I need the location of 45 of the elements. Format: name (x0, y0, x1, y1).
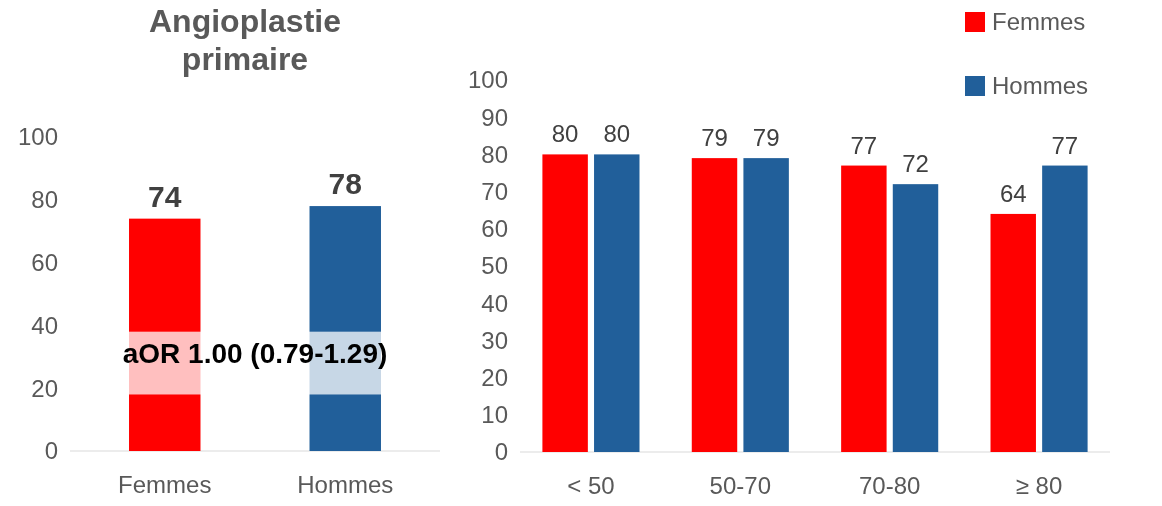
y-tick-label: 20 (481, 364, 508, 391)
y-tick-label: 30 (481, 326, 508, 354)
y-tick-label: 80 (481, 140, 508, 168)
data-label: 80 (603, 120, 631, 148)
data-label: 78 (328, 167, 362, 201)
legend-label: Hommes (992, 72, 1089, 100)
bar (1042, 165, 1088, 452)
y-tick-label: 40 (31, 311, 58, 339)
y-tick-label: 90 (481, 103, 508, 131)
chart-title: Angioplastie primaire (148, 3, 342, 77)
y-tick-label: 0 (44, 437, 58, 465)
y-tick-label: 0 (494, 438, 508, 466)
data-label: 80 (551, 120, 579, 148)
bar (594, 154, 640, 452)
legend-label: Femmes (992, 8, 1086, 36)
bar (841, 165, 887, 452)
y-tick-label: 100 (467, 66, 508, 94)
y-tick-label: 40 (481, 289, 508, 317)
bar (743, 158, 789, 452)
bar (542, 154, 588, 452)
data-label: 64 (999, 179, 1027, 207)
x-tick-label: Hommes (297, 471, 394, 498)
bar (691, 158, 738, 452)
data-label: 77 (1051, 131, 1079, 159)
y-tick-label: 100 (17, 123, 58, 151)
bar (990, 213, 1036, 452)
data-label: 77 (850, 131, 878, 159)
y-tick-label: 20 (31, 374, 58, 402)
y-tick-label: 50 (481, 252, 508, 280)
y-tick-label: 80 (31, 186, 58, 214)
x-tick-label: 70-80 (858, 472, 921, 499)
x-tick-label: Femmes (118, 471, 212, 498)
y-tick-label: 60 (31, 249, 58, 276)
annotation: aOR 1.00 (0.79-1.29) (122, 338, 388, 370)
x-tick-label: 50-70 (709, 472, 772, 499)
bar (892, 184, 939, 452)
data-label: 72 (902, 150, 929, 178)
data-label: 74 (148, 179, 182, 213)
x-tick-label: < 50 (567, 472, 615, 499)
y-tick-label: 60 (481, 215, 508, 243)
y-tick-label: 10 (481, 401, 508, 429)
x-tick-label: ≥ 80 (1015, 472, 1063, 499)
data-label: 79 (752, 124, 780, 152)
y-tick-label: 70 (481, 178, 508, 205)
data-label: 79 (701, 124, 728, 152)
